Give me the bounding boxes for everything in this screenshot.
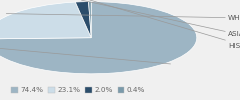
Text: WHITE: WHITE bbox=[6, 14, 240, 21]
Text: HISPANIC: HISPANIC bbox=[90, 0, 240, 49]
Wedge shape bbox=[89, 2, 91, 38]
Wedge shape bbox=[0, 2, 197, 74]
Wedge shape bbox=[75, 2, 91, 38]
Legend: 74.4%, 23.1%, 2.0%, 0.4%: 74.4%, 23.1%, 2.0%, 0.4% bbox=[8, 84, 148, 96]
Text: ASIAN: ASIAN bbox=[82, 0, 240, 37]
Text: BLACK: BLACK bbox=[0, 41, 171, 64]
Wedge shape bbox=[0, 2, 91, 39]
